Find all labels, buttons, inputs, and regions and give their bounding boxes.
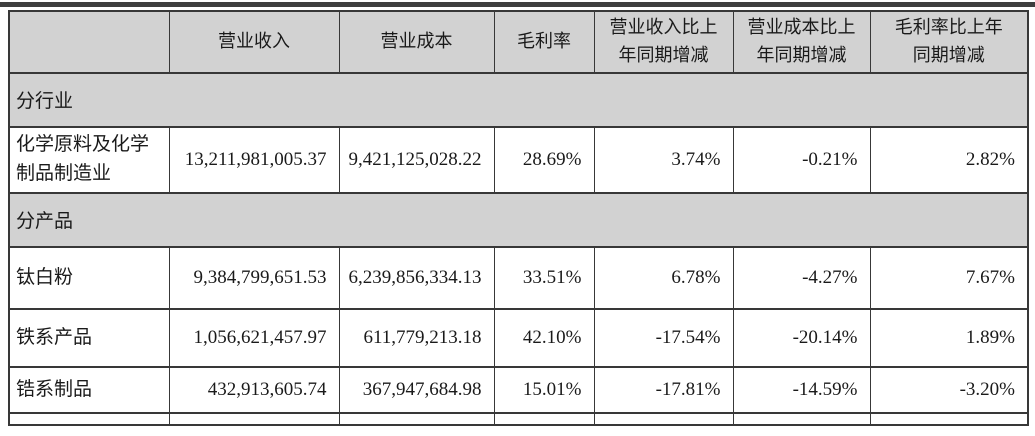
margin-yoy-value: 7.67%	[869, 245, 1029, 310]
data-row-chemical-industry: 化学原料及化学 制品制造业 13,211,981,005.37 9,421,12…	[8, 125, 1029, 194]
page-top-rule	[0, 2, 1035, 7]
section-row-by-industry: 分行业	[8, 71, 1029, 128]
revenue-yoy-value: 3.74%	[593, 125, 734, 194]
cost-yoy-value: -4.27%	[732, 245, 871, 310]
margin-value: 15.01%	[493, 365, 595, 414]
revenue-value: 432,913,605.74	[168, 365, 340, 414]
empty-cell	[593, 411, 734, 426]
empty-cell	[493, 411, 595, 426]
partial-next-row	[8, 411, 1029, 426]
cost-value: 9,421,125,028.22	[338, 125, 495, 194]
section-row-by-product: 分产品	[8, 191, 1029, 248]
empty-cell	[732, 411, 871, 426]
margin-value: 42.10%	[493, 307, 595, 368]
data-row-titanium-dioxide: 钛白粉 9,384,799,651.53 6,239,856,334.13 33…	[8, 245, 1029, 310]
section-label: 分产品	[8, 191, 1029, 248]
data-row-iron-products: 铁系产品 1,056,621,457.97 611,779,213.18 42.…	[8, 307, 1029, 368]
cost-value: 367,947,684.98	[338, 365, 495, 414]
empty-cell	[338, 411, 495, 426]
col-header-cost-yoy: 营业成本比上 年同期增减	[732, 10, 871, 74]
revenue-yoy-value: -17.81%	[593, 365, 734, 414]
margin-yoy-value: 2.82%	[869, 125, 1029, 194]
margin-value: 33.51%	[493, 245, 595, 310]
table-header-row: 营业收入 营业成本 毛利率 营业收入比上 年同期增减 营业成本比上 年同期增减 …	[8, 10, 1029, 74]
cost-yoy-value: -20.14%	[732, 307, 871, 368]
cost-yoy-value: -0.21%	[732, 125, 871, 194]
margin-value: 28.69%	[493, 125, 595, 194]
margin-yoy-value: -3.20%	[869, 365, 1029, 414]
data-row-zirconium-products: 锆系制品 432,913,605.74 367,947,684.98 15.01…	[8, 365, 1029, 414]
empty-cell	[8, 411, 170, 426]
section-label: 分行业	[8, 71, 1029, 128]
revenue-value: 9,384,799,651.53	[168, 245, 340, 310]
margin-yoy-value: 1.89%	[869, 307, 1029, 368]
row-label: 锆系制品	[8, 365, 170, 414]
revenue-yoy-value: 6.78%	[593, 245, 734, 310]
row-label: 铁系产品	[8, 307, 170, 368]
revenue-value: 1,056,621,457.97	[168, 307, 340, 368]
cost-value: 611,779,213.18	[338, 307, 495, 368]
empty-cell	[869, 411, 1029, 426]
cost-value: 6,239,856,334.13	[338, 245, 495, 310]
revenue-yoy-value: -17.54%	[593, 307, 734, 368]
empty-cell	[168, 411, 340, 426]
revenue-value: 13,211,981,005.37	[168, 125, 340, 194]
row-label: 化学原料及化学 制品制造业	[8, 125, 170, 194]
col-header-margin-yoy: 毛利率比上年 同期增减	[869, 10, 1029, 74]
row-label: 钛白粉	[8, 245, 170, 310]
col-header-cost: 营业成本	[338, 10, 495, 74]
col-header-revenue-yoy: 营业收入比上 年同期增减	[593, 10, 734, 74]
segment-financials-table: 营业收入 营业成本 毛利率 营业收入比上 年同期增减 营业成本比上 年同期增减 …	[8, 10, 1029, 426]
col-header-blank	[8, 10, 170, 74]
col-header-revenue: 营业收入	[168, 10, 340, 74]
cost-yoy-value: -14.59%	[732, 365, 871, 414]
col-header-gross-margin: 毛利率	[493, 10, 595, 74]
